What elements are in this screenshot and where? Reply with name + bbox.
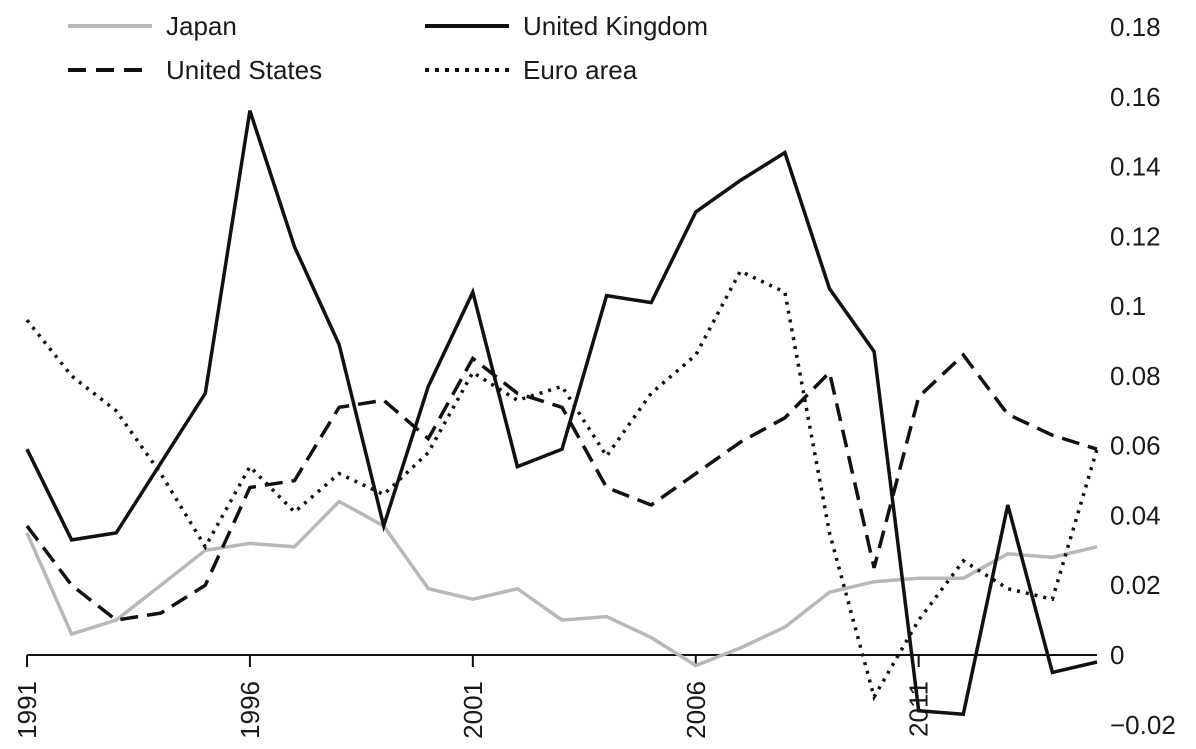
series-line-united-kingdom xyxy=(25,110,1098,717)
y-tick-label: 0.04 xyxy=(1110,500,1161,530)
y-tick-label: 0.16 xyxy=(1110,82,1161,112)
y-tick-label: 0.02 xyxy=(1110,570,1161,600)
y-axis: −0.02 0 0.02 0.04 0.06 0.08 0.1 0.12 0.14 0.16 0.1… xyxy=(1110,12,1176,740)
x-tick-label: 1996 xyxy=(235,681,265,739)
legend: Japan United Kingdom United States Euro are… xyxy=(68,11,708,85)
x-tick-label: 2001 xyxy=(458,681,488,739)
y-tick-label: 0.18 xyxy=(1110,12,1161,42)
y-tick-label: 0 xyxy=(1110,640,1124,670)
series-line-euro-area xyxy=(25,268,1099,702)
series-line-japan xyxy=(25,499,1098,668)
series-layer xyxy=(25,110,1099,717)
y-tick-label: −0.02 xyxy=(1110,710,1176,740)
x-axis: 1991 1996 2001 2006 2011 xyxy=(12,654,1097,739)
legend-label: United Kingdom xyxy=(523,11,708,41)
legend-label: Euro area xyxy=(523,55,638,85)
y-tick-label: 0.1 xyxy=(1110,291,1146,321)
legend-label: United States xyxy=(166,55,322,85)
x-tick-label: 2006 xyxy=(681,681,711,739)
legend-label: Japan xyxy=(166,11,237,41)
y-tick-label: 0.14 xyxy=(1110,152,1161,182)
y-tick-label: 0.12 xyxy=(1110,221,1161,251)
y-tick-label: 0.08 xyxy=(1110,361,1161,391)
series-line-united-states xyxy=(25,352,1098,622)
x-tick-label: 1991 xyxy=(12,681,42,739)
y-tick-label: 0.06 xyxy=(1110,431,1161,461)
